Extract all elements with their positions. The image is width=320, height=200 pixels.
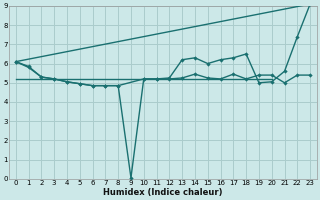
X-axis label: Humidex (Indice chaleur): Humidex (Indice chaleur) (103, 188, 223, 197)
